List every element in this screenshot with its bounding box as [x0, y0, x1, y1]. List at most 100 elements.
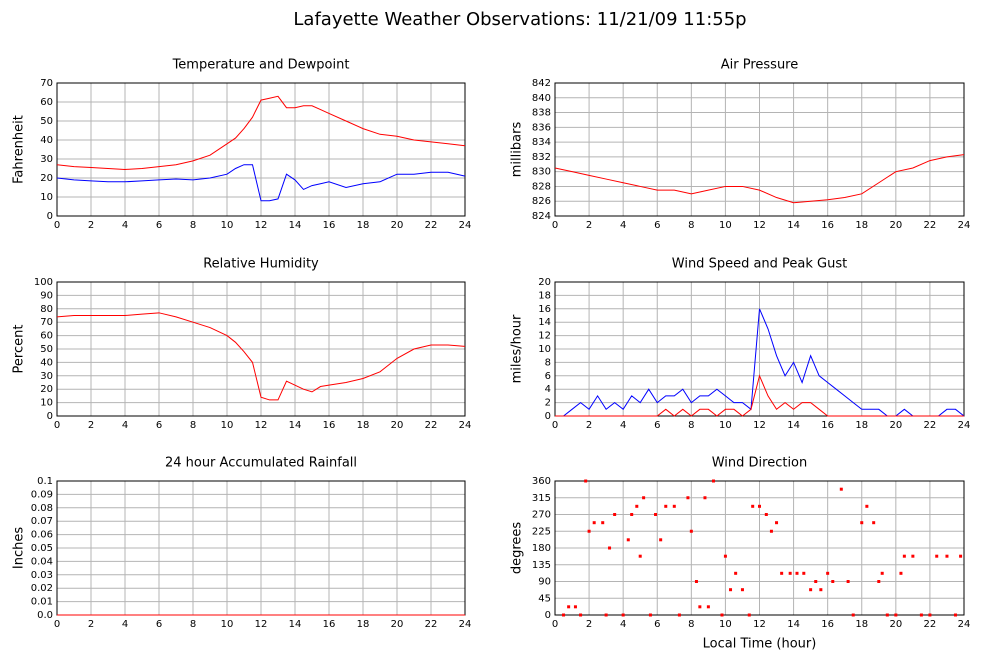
data-point [769, 529, 773, 533]
y-tick-label: 2 [545, 398, 551, 409]
x-tick-label: 0 [54, 220, 60, 231]
y-tick-label: 0.04 [31, 556, 53, 567]
y-tick-label: 830 [532, 167, 551, 178]
x-tick-label: 18 [855, 420, 868, 431]
x-tick-label: 8 [190, 420, 196, 431]
data-point [839, 487, 843, 491]
x-tick-label: 16 [323, 420, 336, 431]
data-line [554, 154, 965, 204]
y-tick-label: 0 [47, 411, 53, 422]
chart-title: Air Pressure [721, 58, 799, 73]
y-tick-label: 0.08 [31, 503, 53, 514]
plot-frame [554, 281, 965, 417]
data-point [659, 538, 663, 542]
data-point [648, 613, 652, 617]
x-tick-label: 2 [88, 420, 94, 431]
data-point [935, 554, 939, 558]
x-tick-label: 22 [425, 619, 438, 630]
data-point [860, 521, 864, 525]
x-tick-label: 10 [719, 619, 732, 630]
y-tick-label: 315 [532, 493, 551, 504]
x-tick-label: 4 [122, 420, 128, 431]
y-tick-label: 40 [40, 357, 53, 368]
data-line [56, 164, 466, 202]
x-tick-label: 4 [620, 420, 626, 431]
x-tick-label: 18 [855, 619, 868, 630]
y-tick-label: 0 [47, 211, 53, 222]
data-point [703, 496, 707, 500]
data-point [846, 580, 850, 583]
x-tick-label: 22 [425, 420, 438, 431]
x-tick-label: 16 [323, 619, 336, 630]
x-tick-label: 2 [88, 619, 94, 630]
y-tick-label: 60 [40, 97, 53, 108]
x-tick-label: 16 [821, 619, 834, 630]
data-point [826, 571, 830, 575]
x-tick-label: 2 [88, 220, 94, 231]
x-tick-label: 0 [54, 420, 60, 431]
y-tick-label: 0.07 [31, 516, 53, 527]
data-point [819, 588, 823, 592]
y-tick-label: 836 [532, 122, 551, 133]
chart-title: Wind Direction [712, 456, 808, 471]
x-tick-label: 6 [156, 220, 162, 231]
page-title: Lafayette Weather Observations: 11/21/09… [293, 9, 746, 30]
data-point [686, 496, 690, 500]
data-point [698, 605, 702, 609]
y-tick-label: 20 [40, 384, 53, 395]
data-point [677, 613, 681, 617]
y-axis-label: Inches [12, 527, 27, 569]
x-tick-label: 0 [552, 619, 558, 630]
data-line [56, 95, 466, 170]
y-tick-label: 0.06 [31, 530, 53, 541]
y-tick-label: 10 [40, 192, 53, 203]
x-tick-label: 10 [221, 420, 234, 431]
x-tick-label: 14 [289, 619, 302, 630]
x-tick-label: 14 [289, 220, 302, 231]
y-tick-label: 840 [532, 93, 551, 104]
x-tick-label: 10 [719, 220, 732, 231]
data-point [953, 613, 957, 617]
data-point [567, 605, 571, 609]
x-axis-label: Local Time (hour) [703, 637, 817, 652]
data-point [592, 521, 596, 525]
y-tick-label: 30 [40, 154, 53, 165]
data-line [56, 312, 466, 401]
data-point [635, 504, 639, 508]
data-point [562, 613, 566, 617]
data-line [555, 374, 964, 417]
y-axis-label: degrees [510, 522, 525, 575]
x-tick-label: 8 [688, 619, 694, 630]
x-tick-label: 18 [357, 420, 370, 431]
x-tick-label: 8 [190, 619, 196, 630]
x-tick-label: 16 [323, 220, 336, 231]
x-tick-label: 4 [122, 619, 128, 630]
data-point [734, 571, 738, 575]
x-tick-label: 8 [190, 220, 196, 231]
x-tick-label: 24 [459, 619, 472, 630]
x-tick-label: 24 [958, 420, 971, 431]
data-point [851, 613, 855, 617]
y-tick-label: 70 [40, 317, 53, 328]
x-tick-label: 10 [221, 220, 234, 231]
data-point [795, 571, 799, 575]
y-tick-label: 10 [538, 344, 551, 355]
data-point [814, 580, 818, 583]
data-point [831, 580, 835, 583]
y-tick-label: 50 [40, 116, 53, 127]
x-tick-label: 24 [958, 619, 971, 630]
x-tick-label: 22 [924, 619, 937, 630]
data-point [775, 521, 779, 525]
y-tick-label: 90 [538, 577, 551, 588]
x-tick-label: 12 [255, 619, 268, 630]
x-tick-label: 24 [958, 220, 971, 231]
x-tick-label: 6 [654, 420, 660, 431]
data-point [758, 504, 761, 508]
y-tick-label: 0.03 [31, 570, 53, 581]
data-point [872, 521, 876, 525]
data-point [573, 605, 577, 609]
data-point [802, 571, 806, 575]
x-tick-label: 22 [924, 420, 937, 431]
data-point [587, 529, 591, 533]
data-point [694, 580, 698, 583]
